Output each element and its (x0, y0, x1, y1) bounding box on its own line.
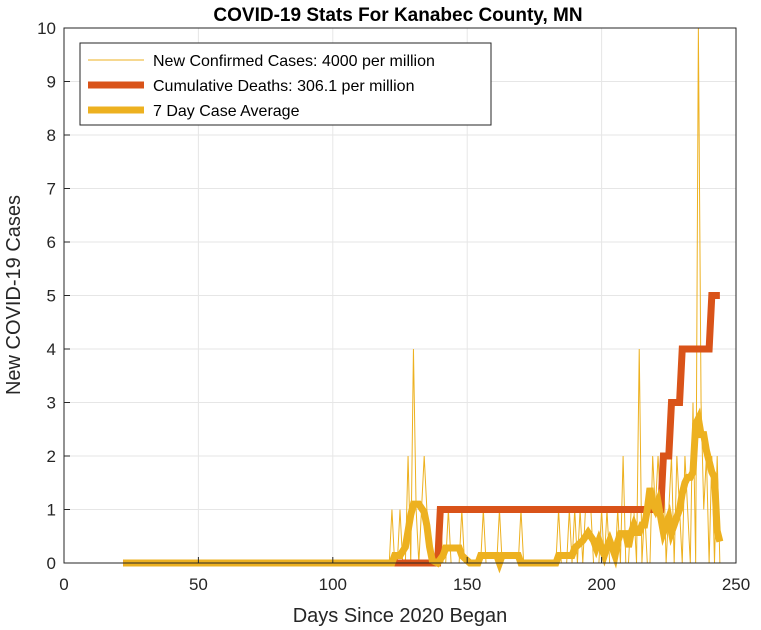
series-7-day-average (123, 407, 724, 574)
y-tick-label: 8 (47, 126, 56, 145)
y-tick-label: 4 (47, 340, 56, 359)
chart-title: COVID-19 Stats For Kanabec County, MN (213, 5, 582, 26)
x-tick-label: 200 (587, 575, 615, 594)
x-tick-label: 100 (319, 575, 347, 594)
series-cumulative-deaths (123, 292, 720, 567)
y-tick-label: 3 (47, 394, 56, 413)
y-tick-label: 2 (47, 447, 56, 466)
x-axis-label: Days Since 2020 Began (293, 605, 508, 627)
y-axis-label: New COVID-19 Cases (3, 195, 25, 395)
x-tick-label: 50 (189, 575, 208, 594)
y-tick-label: 9 (47, 73, 56, 92)
x-tick-label: 250 (722, 575, 750, 594)
y-tick-label: 5 (47, 287, 56, 306)
y-tick-label: 7 (47, 180, 56, 199)
legend-box (79, 42, 492, 126)
legend-label-new-cases: New Confirmed Cases: 4000 per million (153, 53, 435, 70)
x-tick-label: 150 (453, 575, 481, 594)
y-tick-label: 10 (37, 19, 56, 38)
y-tick-label: 6 (47, 233, 56, 252)
y-tick-label: 1 (47, 501, 56, 520)
legend-label-deaths: Cumulative Deaths: 306.1 per million (153, 78, 414, 95)
legend: New Confirmed Cases: 4000 per million Cu… (79, 42, 492, 126)
legend-label-avg: 7 Day Case Average (153, 103, 300, 120)
x-tick-label: 0 (59, 575, 68, 594)
y-tick-label: 0 (47, 554, 56, 573)
axis-ticks: 0 50 100 150 200 250 0 1 2 3 4 5 6 7 8 9 10 (37, 19, 750, 594)
